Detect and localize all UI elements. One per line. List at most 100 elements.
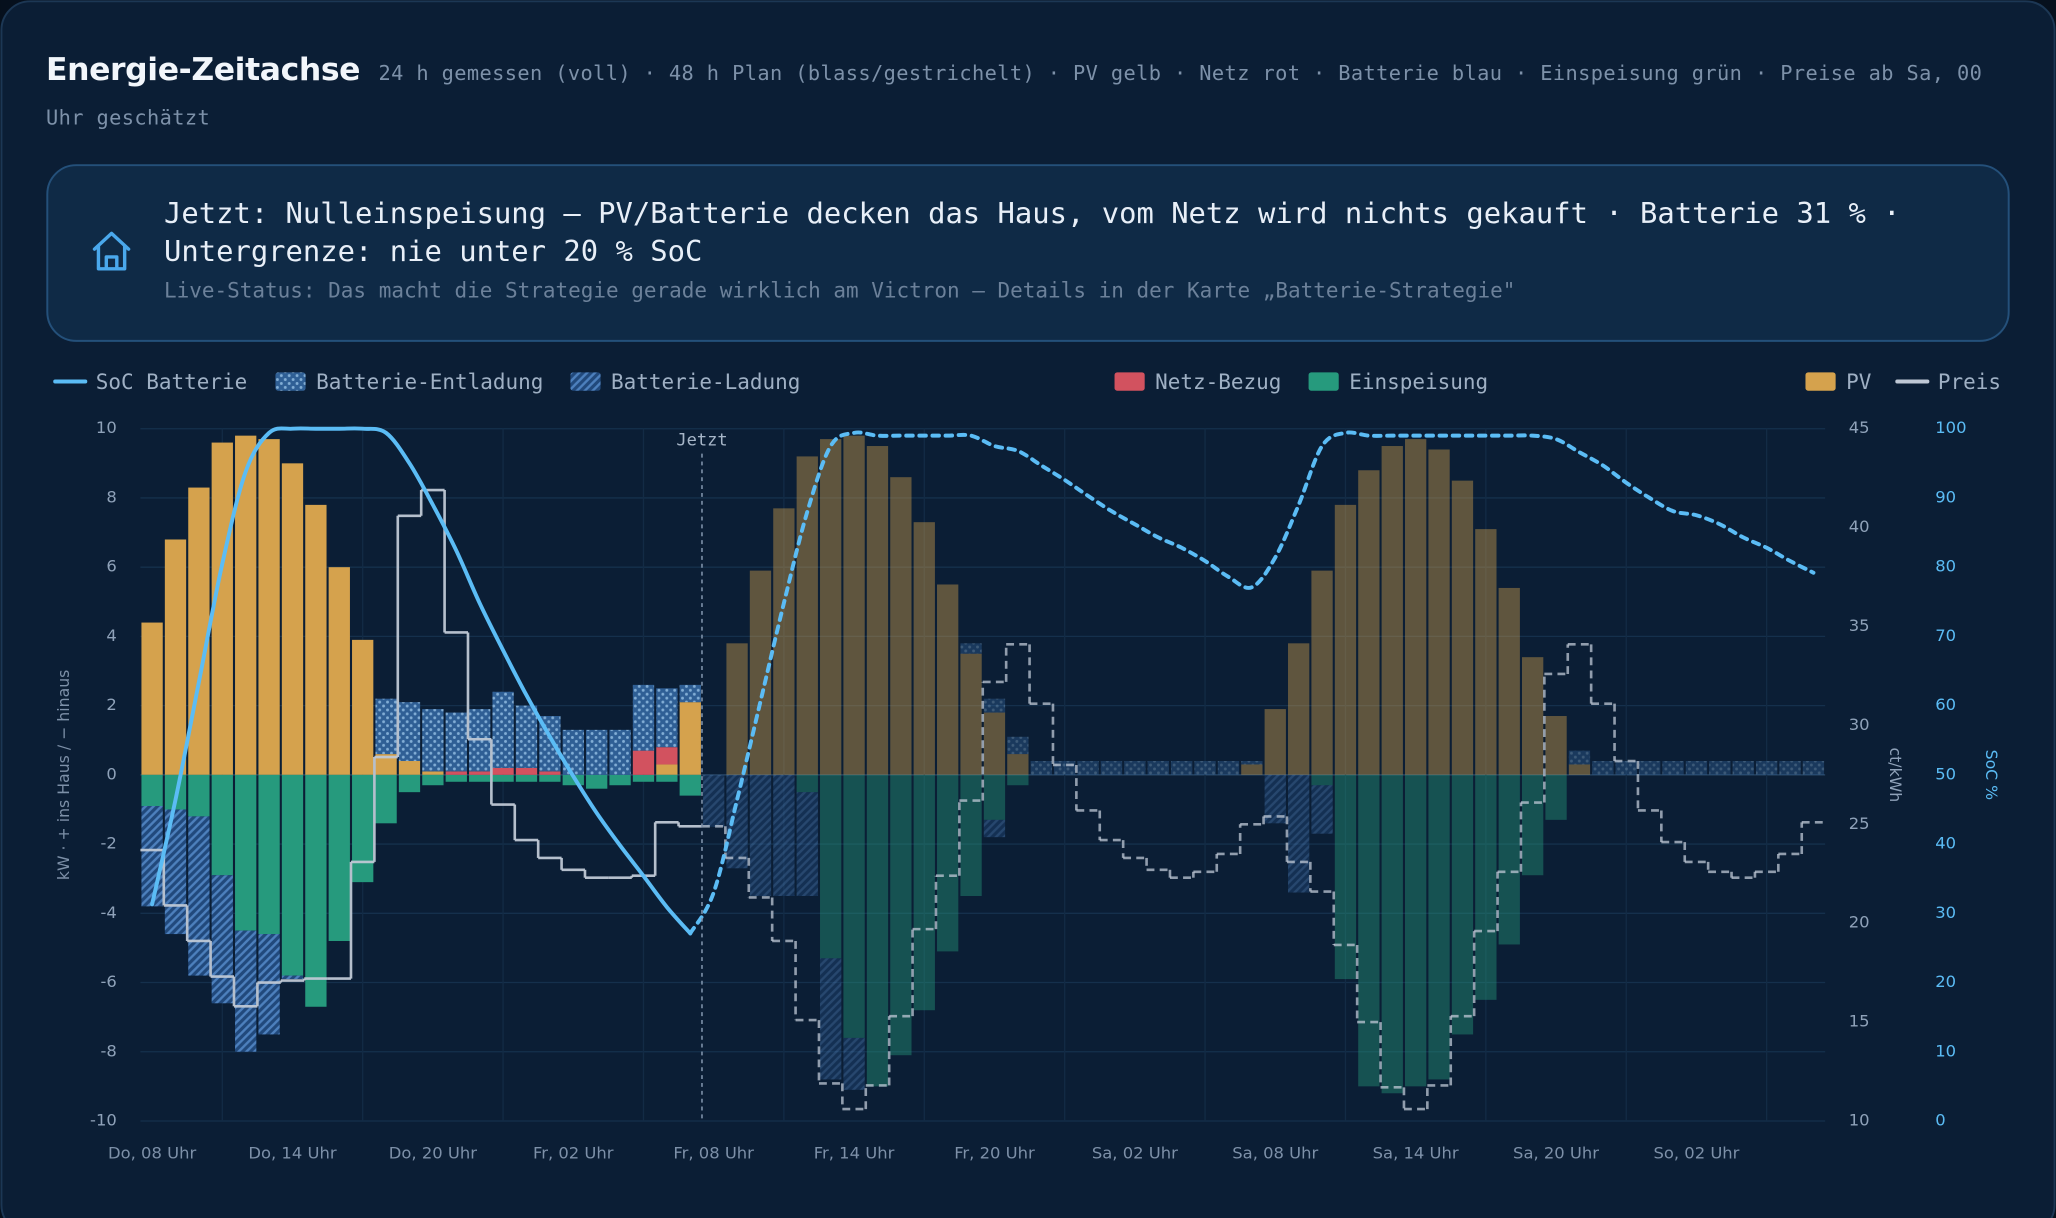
bar-segment [1498,774,1520,945]
bar-segment [983,712,1006,775]
legend: SoC Batterie Batterie-Entladung Batterie-L… [53,370,2001,394]
axes: -10 -8 -6 -4 -2 0 2 4 6 8 10 10 15 20 25 30 35 40 45 0 10 20 3… [54,418,2001,1162]
bar-segment [656,764,678,775]
bar-segment [843,435,865,775]
bar-segment [281,463,304,775]
bar-segment [1030,761,1052,775]
bar-segment [1311,785,1333,834]
bar-segment [1405,439,1427,775]
y2-tick-label: 45 [1849,418,1870,437]
bar-segment [235,774,257,931]
bar-segment [1521,657,1544,775]
bar-segment [937,584,959,775]
bar-segment [1007,774,1029,786]
legend-label: PV [1846,370,1872,394]
bar-segment [1381,774,1403,1094]
bar-segment [422,774,444,786]
y2-tick-label: 40 [1849,517,1870,536]
bar-segment [398,761,421,775]
bar-segment [1288,643,1310,775]
bar-segment [305,774,327,1007]
x-tick-label: Fr, 02 Uhr [533,1143,614,1162]
bars [141,435,1825,1094]
y3-tick-label: 40 [1935,834,1956,853]
bar-segment [515,774,538,782]
x-tick-label: Fr, 08 Uhr [673,1143,754,1162]
y-tick-label: 10 [96,418,117,437]
bar-segment [1709,761,1731,775]
bar-segment [913,522,935,775]
bar-segment [586,729,608,775]
x-tick-label: Do, 08 Uhr [108,1143,196,1162]
y2-tick-label: 10 [1849,1110,1870,1129]
legend-swatch [275,372,306,391]
bar-segment [656,747,678,765]
bar-segment [211,875,233,1004]
y2-tick-label: 35 [1849,616,1870,635]
bar-segment [305,504,327,775]
bar-segment [445,712,467,772]
x-tick-label: Fr, 14 Uhr [814,1143,895,1162]
bar-segment [258,934,280,1035]
bar-segment [609,729,631,775]
bar-segment [258,774,280,935]
bar-segment [960,774,982,896]
bar-segment [1334,504,1357,775]
bar-segment [1451,774,1474,1035]
bar-segment [188,487,210,775]
bar-segment [492,774,514,782]
legend-swatch [1114,372,1145,391]
bar-segment [375,774,397,824]
bar-segment [1054,761,1076,775]
bar-segment [328,774,350,941]
y3-tick-label: 50 [1935,764,1956,783]
bar-segment [398,774,421,793]
bar-segment [211,442,233,775]
bar-segment [562,774,584,786]
y-tick-label: -4 [100,903,116,922]
bar-segment [913,774,935,1011]
bar-segment [1194,761,1216,775]
bar-segment [164,539,187,775]
bar-segment [398,702,421,762]
y2-tick-label: 30 [1849,715,1870,734]
x-tick-label: Do, 14 Uhr [248,1143,336,1162]
bar-segment [1521,774,1544,876]
y-tick-label: -8 [100,1041,116,1060]
bar-segment [890,774,912,1056]
legend-label: Preis [1938,370,2001,394]
bar-segment [422,771,444,775]
soc-line [150,426,693,936]
bar-segment [562,729,584,775]
bar-segment [1241,761,1263,765]
bar-segment [1685,761,1708,775]
bar-segment [141,806,163,907]
bar-segment [726,643,748,775]
lines: Jetzt [140,426,1826,1121]
bar-segment [796,456,818,775]
bar-segment [235,435,257,775]
now-label: Jetzt [676,431,727,451]
bar-segment [492,767,514,775]
bar-segment [281,774,304,976]
y-tick-label: 0 [106,764,116,783]
bar-segment [515,767,538,775]
y-tick-label: 8 [106,487,116,506]
x-tick-label: Do, 20 Uhr [389,1143,477,1162]
bar-segment [960,643,982,654]
legend-label: SoC Batterie [96,370,248,394]
bar-segment [1171,761,1193,775]
bar-segment [843,774,865,1038]
bar-segment [375,698,397,755]
y2-tick-label: 15 [1849,1012,1870,1031]
bar-segment [1405,774,1427,1087]
bar-segment [1615,761,1637,775]
bar-segment [258,439,280,775]
x-tick-label: Sa, 02 Uhr [1092,1143,1178,1162]
bar-segment [188,774,210,817]
bar-segment [328,567,350,775]
x-tick-label: Fr, 20 Uhr [954,1143,1035,1162]
bar-segment [1662,761,1684,775]
legend-label: Einspeisung [1349,370,1488,394]
